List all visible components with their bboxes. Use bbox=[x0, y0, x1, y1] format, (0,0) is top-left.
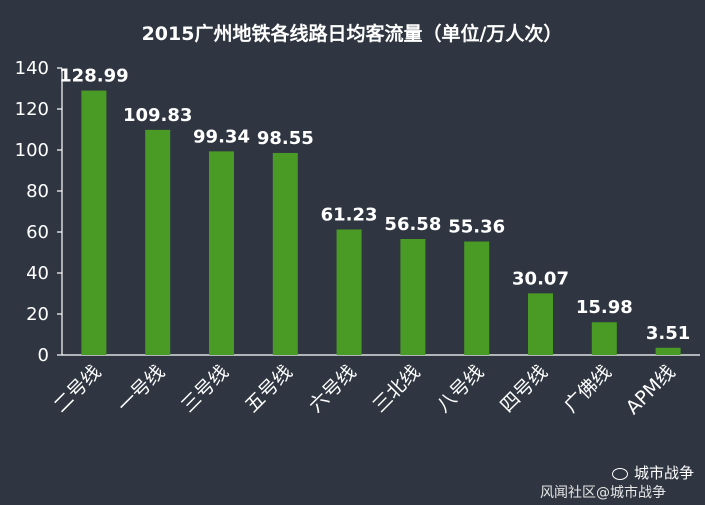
wechat-icon bbox=[612, 467, 628, 480]
watermark-source: 风闻社区@城市战争 bbox=[540, 485, 666, 501]
data-label: 3.51 bbox=[646, 323, 690, 344]
bar bbox=[81, 90, 107, 356]
x-tick-label: APM线 bbox=[622, 361, 680, 419]
x-tick-label: 二号线 bbox=[50, 361, 106, 417]
x-tick-label: 六号线 bbox=[305, 361, 361, 417]
data-label: 55.36 bbox=[448, 217, 505, 238]
chart-title: 2015广州地铁各线路日均客流量（单位/万人次） bbox=[142, 22, 563, 45]
y-tick-label: 80 bbox=[26, 181, 49, 202]
bars bbox=[81, 90, 681, 356]
data-label: 109.83 bbox=[123, 105, 192, 126]
y-tick-label: 40 bbox=[26, 263, 49, 284]
x-tick-label: 广佛线 bbox=[560, 361, 616, 417]
x-axis-ticks: 二号线 一号线 三号线 五号线 六号线 三北线 八号线 四号线 广佛线 APM线 bbox=[50, 361, 680, 419]
x-tick-label: 一号线 bbox=[113, 361, 169, 417]
bar bbox=[400, 239, 426, 355]
y-tick-label: 60 bbox=[26, 222, 49, 243]
data-label: 128.99 bbox=[59, 66, 128, 87]
bar bbox=[336, 229, 362, 355]
bar bbox=[145, 129, 171, 355]
bar bbox=[209, 151, 234, 355]
bar bbox=[464, 241, 490, 355]
x-tick-label: 八号线 bbox=[432, 361, 488, 417]
bar bbox=[591, 322, 617, 355]
y-tick-label: 140 bbox=[15, 58, 49, 79]
y-axis: 0 20 40 60 80 100 120 140 bbox=[15, 58, 700, 366]
data-label: 15.98 bbox=[576, 297, 633, 318]
y-tick-label: 0 bbox=[38, 345, 49, 366]
data-label: 98.55 bbox=[257, 128, 314, 149]
x-tick-label: 三北线 bbox=[369, 361, 425, 417]
y-tick-label: 120 bbox=[15, 99, 49, 120]
x-tick-label: 四号线 bbox=[496, 361, 552, 417]
data-label: 30.07 bbox=[512, 268, 569, 289]
data-label: 61.23 bbox=[321, 204, 378, 225]
bar bbox=[655, 347, 681, 355]
x-tick-label: 五号线 bbox=[241, 361, 297, 417]
y-tick-label: 100 bbox=[15, 140, 49, 161]
data-label: 99.34 bbox=[193, 126, 250, 147]
bar bbox=[528, 293, 553, 355]
watermark-account-text: 城市战争 bbox=[634, 464, 695, 482]
y-tick-label: 20 bbox=[26, 304, 49, 325]
x-tick-label: 三号线 bbox=[177, 361, 233, 417]
watermark-account: 城市战争 bbox=[612, 462, 694, 483]
bar bbox=[272, 152, 298, 355]
data-label: 56.58 bbox=[384, 214, 441, 235]
